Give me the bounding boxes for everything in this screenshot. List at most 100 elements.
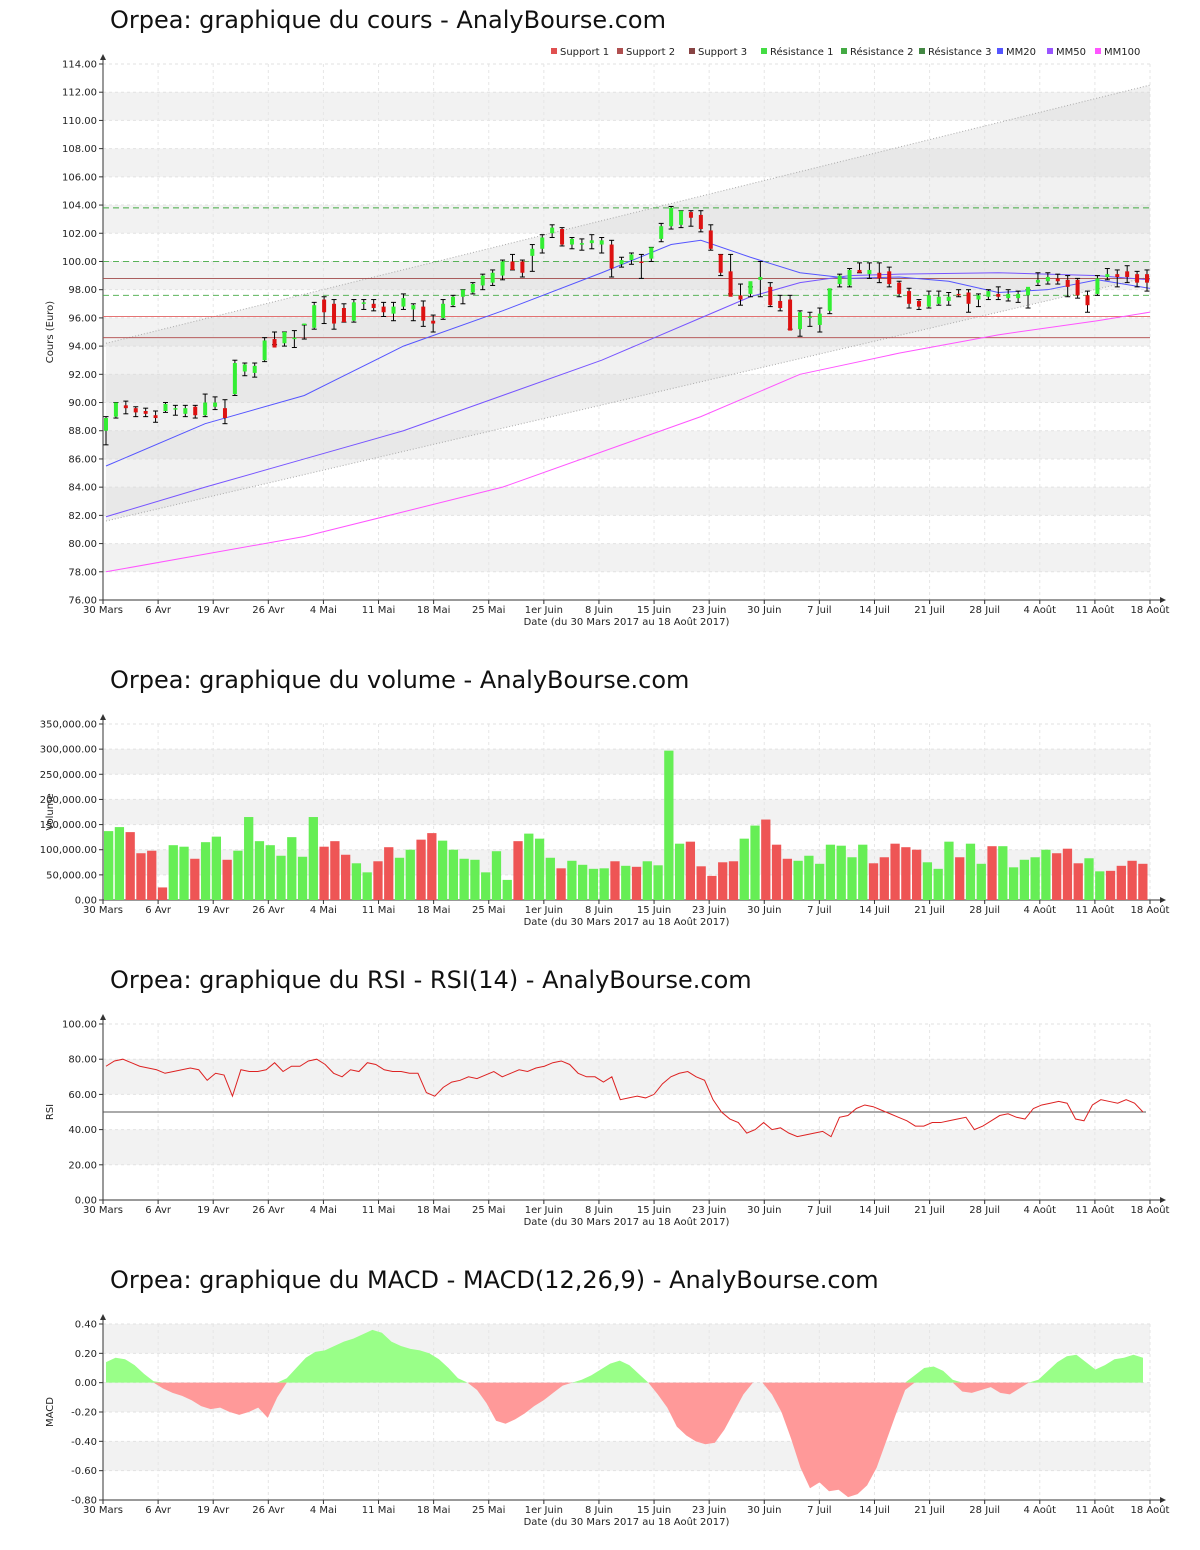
macd-chart: -0.80 -0.60 -0.40 -0.20 0.00 0.20 0.40 30 Mars 6… [45,1314,1170,1528]
candle-body [431,320,436,324]
volume-bar [664,750,674,900]
candle-body [1026,286,1031,296]
candle-body [956,293,961,296]
candle-body [936,296,941,304]
volume-bar [104,831,114,900]
x-tick-label: 18 Mai [417,905,450,916]
volume-bar [987,846,997,900]
candle-body [1035,279,1040,283]
grid-stripe [103,317,1150,347]
volume-bar [405,849,415,900]
x-tick-label: 30 Juin [747,605,781,616]
x-tick-label: 28 Juil [969,1205,1000,1216]
x-tick-label: 6 Avr [145,1505,172,1516]
volume-chart-title: Orpea: graphique du volume - AnalyBourse… [110,666,690,694]
x-tick-label: 19 Avr [197,905,230,916]
y-tick-label: 108.00 [62,144,97,155]
x-tick-label: 11 Août [1075,1204,1114,1216]
candle-body [857,269,862,273]
x-tick-label: 21 Juil [914,1505,945,1516]
volume-bar [157,887,168,900]
x-tick-label: 4 Août [1023,1504,1056,1516]
volume-bar [610,861,620,900]
volume-bar [125,832,135,900]
x-tick-label: 6 Avr [145,905,172,916]
volume-bar [136,853,146,900]
x-tick-label: 25 Mai [472,905,505,916]
candle-body [163,403,168,411]
volume-bar [545,857,555,900]
grid-stripe [103,92,1150,121]
y-tick-label: 112.00 [62,88,97,99]
macd-negative-area [106,1382,1143,1498]
volume-bar [965,843,976,900]
candle-body [1075,279,1080,296]
legend-swatch [1095,48,1101,54]
volume-bar [1073,863,1083,900]
mm100-line [105,311,1150,573]
candle-body [728,271,733,297]
y-tick-label: 100.00 [62,1020,97,1031]
candle-body [322,299,327,313]
y-tick-label: 350,000.00 [40,720,97,731]
candle-body [292,337,297,340]
grid-stripe [103,1441,1150,1471]
candle-body [609,244,614,269]
candle-body [113,402,118,417]
volume-bar [491,851,502,900]
candle-body [203,402,208,416]
candle-body [1085,295,1090,306]
candle-body [887,271,892,285]
x-tick-label: 11 Août [1075,1504,1114,1516]
y-axis-arrow [100,1014,106,1020]
volume-bar [674,843,685,900]
candle-body [193,406,198,416]
volume-bar [1030,857,1040,900]
volume-bar [793,860,803,900]
volume-bar [858,844,868,900]
x-tick-label: 1er Juin [525,1505,563,1516]
candle-body [451,296,455,306]
x-tick-label: 4 Mai [310,905,337,916]
legend-label: Support 3 [698,47,747,58]
volume-bar [621,865,631,900]
y-tick-label: 88.00 [68,426,97,437]
grid-stripe [103,749,1150,775]
y-tick-label: 60.00 [68,1090,97,1101]
x-axis-arrow [1160,897,1166,903]
x-axis-arrow [1160,1497,1166,1503]
volume-bar [685,841,696,900]
volume-bar [879,857,889,900]
volume-bar [771,844,782,900]
x-axis-arrow [1160,597,1166,603]
grid-stripe [103,148,1150,177]
candle-body [599,240,604,245]
y-axis-arrow [100,714,106,720]
candle-body [361,302,366,304]
candle-body [1006,293,1011,299]
x-tick-label: 8 Juin [585,905,613,916]
grid-stripe [103,1059,1150,1095]
volume-bar [556,868,566,900]
x-tick-label: 7 Juil [807,605,831,616]
x-tick-label: 18 Août [1131,1204,1170,1216]
y-tick-label: 86.00 [68,454,97,465]
x-tick-label: 30 Juin [747,1505,781,1516]
candle-body [619,260,624,265]
volume-bar [114,827,125,900]
grid-stripe [103,430,1150,459]
legend-swatch [689,48,695,54]
y-tick-label: 78.00 [68,567,97,578]
y-tick-label: 82.00 [68,511,97,522]
y-tick-label: 250,000.00 [40,770,97,781]
candle-body [520,261,525,273]
legend-label: MM50 [1056,47,1086,58]
volume-bar [944,841,954,900]
volume-bar [427,833,437,900]
volume-bar [147,850,157,900]
legend-swatch [841,48,847,54]
volume-bar [1019,859,1029,900]
y-axis-title: Cours (Euro) [45,301,56,364]
x-tick-label: 1er Juin [525,605,563,616]
x-tick-label: 4 Août [1023,904,1056,916]
